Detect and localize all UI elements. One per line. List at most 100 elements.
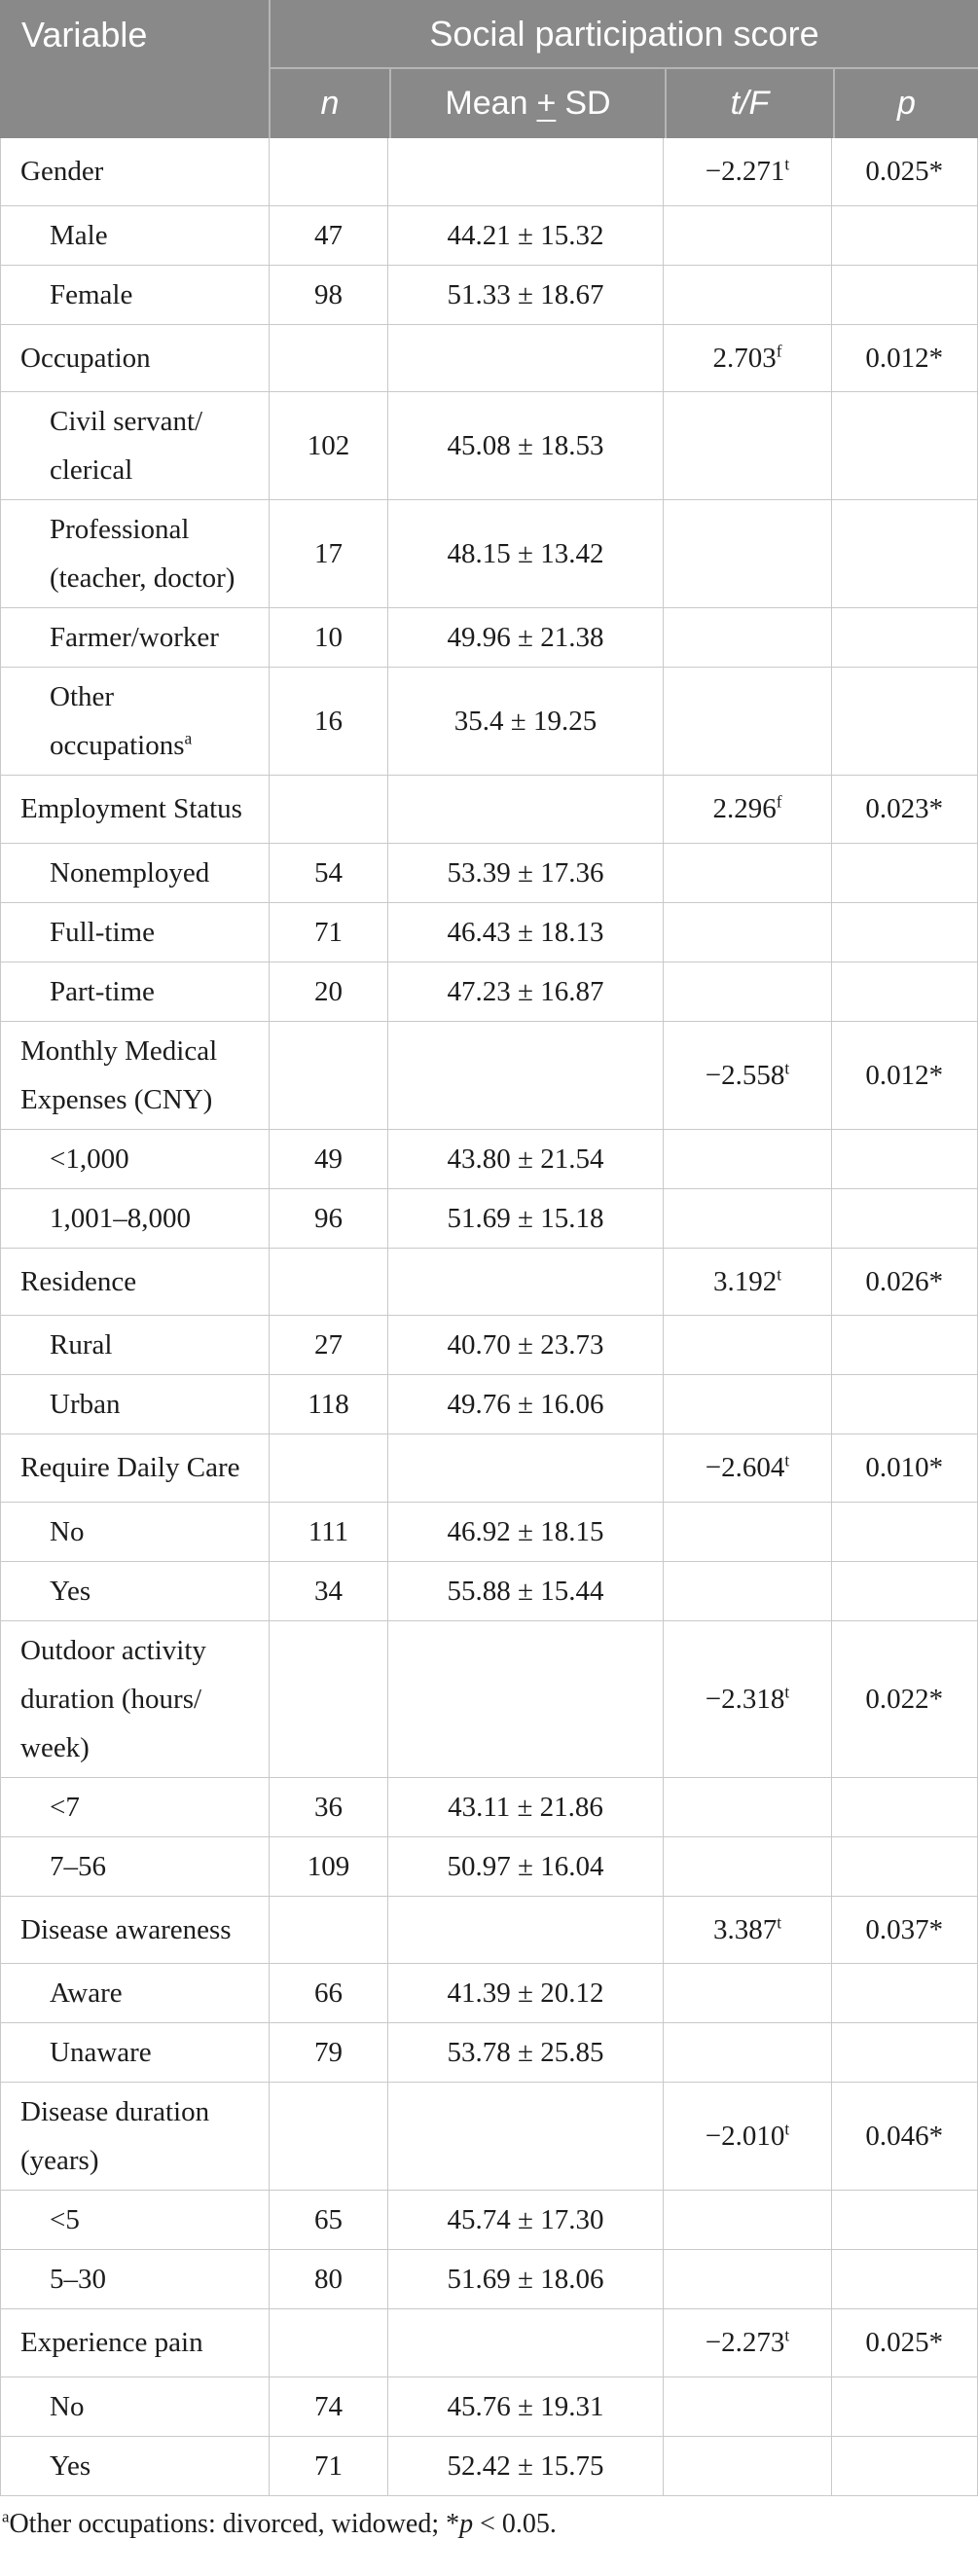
- cell-variable: Occupation: [1, 324, 270, 392]
- table-row: Require Daily Care −2.604t 0.010*: [1, 1434, 977, 1503]
- table-row: <5 65 45.74 ± 17.30: [1, 2191, 977, 2250]
- row-label-superscript: a: [184, 728, 193, 748]
- cell-tf: [664, 1129, 832, 1189]
- row-label: <7: [50, 1791, 80, 1823]
- row-label: 7–56: [50, 1850, 106, 1882]
- table-row: Nonemployed 54 53.39 ± 17.36: [1, 843, 977, 903]
- table-row: 5–30 80 51.69 ± 18.06: [1, 2250, 977, 2309]
- row-label: Disease awareness: [20, 1913, 232, 1945]
- row-label: Professional (teacher, doctor): [50, 514, 235, 594]
- cell-mean-sd: [388, 1620, 664, 1778]
- cell-tf: [664, 1188, 832, 1249]
- row-label: <1,000: [50, 1143, 129, 1175]
- row-label: Disease duration (years): [20, 2096, 210, 2176]
- cell-variable: Female: [1, 265, 270, 325]
- cell-tf: [664, 392, 832, 500]
- table-row: Male 47 44.21 ± 15.32: [1, 205, 977, 266]
- cell-n: 109: [270, 1836, 388, 1897]
- cell-p: 0.037*: [832, 1897, 977, 1964]
- cell-mean-sd: 53.39 ± 17.36: [388, 843, 664, 903]
- cell-tf: −2.271t: [664, 138, 832, 206]
- cell-n: 54: [270, 843, 388, 903]
- cell-tf: [664, 668, 832, 776]
- cell-n: [270, 776, 388, 844]
- cell-variable: No: [1, 1502, 270, 1562]
- cell-tf: [664, 500, 832, 608]
- cell-variable: 5–30: [1, 2250, 270, 2309]
- cell-tf: [664, 902, 832, 962]
- cell-tf: [664, 1502, 832, 1562]
- cell-mean-sd: 51.69 ± 15.18: [388, 1188, 664, 1249]
- cell-variable: Yes: [1, 1561, 270, 1621]
- table-row: Employment Status 2.296f 0.023*: [1, 776, 977, 844]
- row-label: Male: [50, 219, 108, 251]
- cell-mean-sd: 43.11 ± 21.86: [388, 1777, 664, 1837]
- tf-superscript: f: [776, 341, 782, 361]
- cell-tf: [664, 608, 832, 668]
- cell-p: [832, 2437, 977, 2496]
- cell-mean-sd: [388, 324, 664, 392]
- cell-variable: <1,000: [1, 1129, 270, 1189]
- table-row: Professional (teacher, doctor) 17 48.15 …: [1, 500, 977, 608]
- cell-mean-sd: 46.92 ± 18.15: [388, 1502, 664, 1562]
- row-label: Residence: [20, 1265, 137, 1297]
- cell-n: [270, 1620, 388, 1778]
- cell-variable: Full-time: [1, 902, 270, 962]
- cell-variable: Professional (teacher, doctor): [1, 500, 270, 608]
- row-label: Other occupations: [50, 681, 185, 761]
- tf-value: 3.192: [712, 1265, 778, 1297]
- cell-mean-sd: 41.39 ± 20.12: [388, 1964, 664, 2023]
- table-row: Rural 27 40.70 ± 23.73: [1, 1316, 977, 1375]
- cell-variable: <7: [1, 1777, 270, 1837]
- tf-value: −2.318: [705, 1683, 785, 1715]
- cell-p: 0.025*: [832, 138, 977, 206]
- cell-n: [270, 138, 388, 206]
- cell-tf: [664, 961, 832, 1022]
- cell-mean-sd: 55.88 ± 15.44: [388, 1561, 664, 1621]
- cell-p: [832, 1189, 977, 1249]
- cell-n: [270, 1896, 388, 1964]
- cell-tf: 3.192t: [664, 1248, 832, 1316]
- cell-n: 10: [270, 608, 388, 668]
- tf-value: 2.703: [712, 342, 777, 374]
- tf-superscript: t: [784, 2325, 790, 2345]
- cell-tf: 3.387t: [664, 1896, 832, 1964]
- row-label: Urban: [50, 1389, 121, 1420]
- cell-mean-sd: 47.23 ± 16.87: [388, 961, 664, 1022]
- row-label: 1,001–8,000: [50, 1202, 191, 1234]
- cell-n: 118: [270, 1375, 388, 1434]
- cell-tf: [664, 2376, 832, 2437]
- cell-tf: −2.010t: [664, 2083, 832, 2191]
- cell-n: 74: [270, 2376, 388, 2437]
- cell-n: [270, 1248, 388, 1316]
- cell-n: 111: [270, 1502, 388, 1562]
- footnote-text: Other occupations: divorced, widowed; *: [9, 2508, 460, 2539]
- cell-n: 16: [270, 668, 388, 776]
- cell-mean-sd: [388, 138, 664, 206]
- cell-tf: [664, 1316, 832, 1375]
- table-row: Unaware 79 53.78 ± 25.85: [1, 2023, 977, 2083]
- cell-p: [832, 1562, 977, 1621]
- tf-value: −2.273: [705, 2327, 785, 2359]
- cell-mean-sd: 53.78 ± 25.85: [388, 2023, 664, 2083]
- cell-n: 34: [270, 1561, 388, 1621]
- cell-p: [832, 206, 977, 266]
- cell-p: [832, 1837, 977, 1897]
- header-variable-label: Variable: [0, 0, 271, 138]
- plus-minus-sign: +: [536, 85, 557, 122]
- row-label: Outdoor activity duration (hours/ week): [20, 1634, 206, 1763]
- cell-n: 96: [270, 1188, 388, 1249]
- cell-mean-sd: [388, 2309, 664, 2377]
- table-row: Farmer/worker 10 49.96 ± 21.38: [1, 608, 977, 668]
- cell-variable: Other occupationsa: [1, 668, 270, 776]
- cell-variable: Civil servant/ clerical: [1, 392, 270, 500]
- cell-variable: Residence: [1, 1248, 270, 1316]
- cell-variable: Urban: [1, 1375, 270, 1434]
- cell-tf: −2.318t: [664, 1620, 832, 1778]
- cell-mean-sd: 45.76 ± 19.31: [388, 2376, 664, 2437]
- cell-tf: [664, 205, 832, 266]
- row-label: <5: [50, 2204, 80, 2235]
- mean-label: Mean: [445, 85, 528, 122]
- cell-tf: 2.296f: [664, 776, 832, 844]
- row-label: No: [50, 2390, 85, 2422]
